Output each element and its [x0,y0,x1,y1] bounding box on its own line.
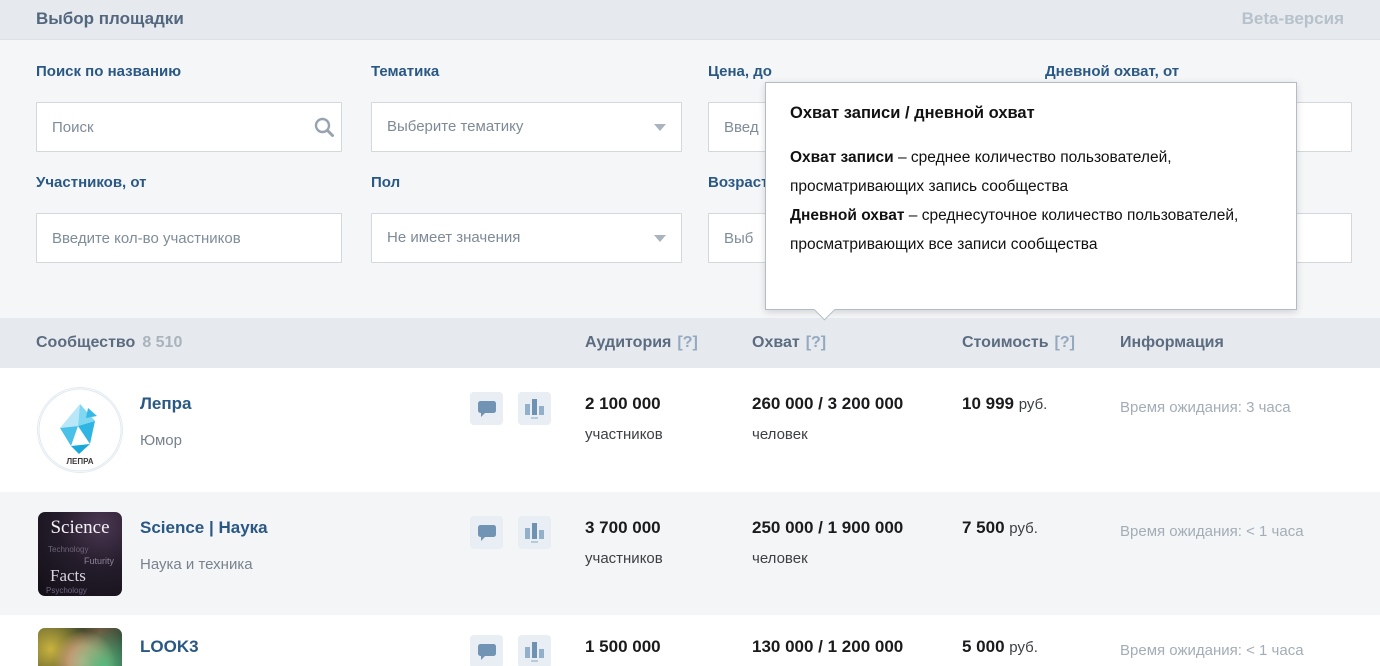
community-avatar[interactable]: Science Technology Futurity Facts Psycho… [38,512,122,596]
cost-header-label: Стоимость [962,334,1049,351]
cost-value: 7 500 руб. [962,518,1038,537]
audience-column-header: Аудитория [?] [585,318,698,368]
wait-time-info: Время ожидания: < 1 часа [1120,642,1304,659]
table-row: ЛЕПРА Лепра Юмор 2 100 000 участников 26… [0,368,1380,492]
comment-icon [477,400,496,417]
members-input[interactable] [36,213,342,263]
cost-help-icon[interactable]: [?] [1054,334,1075,351]
search-input[interactable] [36,102,342,152]
community-category: Наука и техника [140,556,253,573]
search-icon[interactable] [313,116,335,138]
search-label: Поиск по названию [36,63,182,80]
community-name-link[interactable]: Science | Наука [140,518,268,537]
audience-value: 3 700 000 [585,518,661,537]
lepra-logo-icon: ЛЕПРА [38,388,122,472]
reach-help-icon[interactable]: [?] [805,334,827,351]
reach-unit: человек [752,550,808,567]
comments-button[interactable] [470,635,503,666]
top-bar: Выбор площадки Beta-версия [0,0,1380,40]
science-logo-icon: Science Technology Futurity Facts Psycho… [38,512,122,596]
audience-header-label: Аудитория [585,334,672,351]
audience-value: 2 100 000 [585,394,661,413]
currency-label: руб. [1018,396,1048,413]
bar-chart-icon [525,641,544,662]
stats-button[interactable] [518,392,551,425]
tooltip-definition-daily-reach: Дневной охват – среднесуточное количеств… [790,207,1239,253]
theme-select-value: Выберите тематику [387,118,524,135]
gender-label: Пол [371,174,401,191]
cost-value: 5 000 руб. [962,637,1038,656]
reach-header-label: Охват [752,334,800,351]
community-avatar-photo [38,628,122,666]
tooltip-caret [812,309,836,321]
community-column-header: Сообщество 8 510 [36,318,182,368]
theme-select[interactable]: Выберите тематику [371,102,682,152]
wait-time-info: Время ожидания: 3 часа [1120,399,1291,416]
avatar-word: Psychology [46,586,87,595]
info-header-label: Информация [1120,334,1224,351]
cost-value: 10 999 руб. [962,394,1048,413]
beta-badge: Beta-версия [1241,9,1344,28]
avatar-word: Technology [48,545,89,554]
theme-label: Тематика [371,63,440,80]
table-header: Сообщество 8 510 Аудитория [?] Охват [?] Ст… [0,318,1380,368]
community-header-label: Сообщество [36,334,136,351]
currency-label: руб. [1009,520,1038,537]
audience-unit: участников [585,550,663,567]
members-label: Участников, от [36,174,147,191]
comments-button[interactable] [470,392,503,425]
community-category: Юмор [140,432,182,449]
community-count: 8 510 [142,334,183,351]
community-avatar[interactable]: ЛЕПРА [38,388,122,472]
chevron-down-icon [654,235,666,242]
bar-chart-icon [525,522,544,543]
reach-unit: человек [752,426,808,443]
tooltip-definition-post-reach: Охват записи – среднее количество пользо… [790,149,1172,195]
audience-value: 1 500 000 [585,637,661,656]
reach-value: 250 000 / 1 900 000 [752,518,904,537]
gender-select-value: Не имеет значения [387,229,521,246]
wait-time-info: Время ожидания: < 1 часа [1120,523,1304,540]
age-label: Возраст [708,174,769,191]
bar-chart-icon [525,398,544,419]
table-row: LOOK3 1 500 000 130 000 / 1 200 000 5 00… [0,615,1380,666]
avatar-word: Science [50,517,110,538]
comment-icon [477,643,496,660]
avatar-word: Futurity [83,556,114,566]
chevron-down-icon [654,124,666,131]
stats-button[interactable] [518,635,551,666]
community-name-link[interactable]: Лепра [140,394,192,413]
audience-unit: участников [585,426,663,443]
stats-button[interactable] [518,516,551,549]
community-name-link[interactable]: LOOK3 [140,637,199,656]
price-label: Цена, до [708,63,772,80]
reach-tooltip: Охват записи / дневной охват Охват запис… [765,82,1297,321]
gender-select[interactable]: Не имеет значения [371,213,682,263]
comments-button[interactable] [470,516,503,549]
reach-value: 130 000 / 1 200 000 [752,637,904,656]
community-avatar[interactable] [38,628,122,666]
tooltip-title: Охват записи / дневной охват [790,104,1035,122]
comment-icon [477,524,496,541]
info-column-header: Информация [1120,318,1224,368]
reach-column-header: Охват [?] [752,318,826,368]
table-row: Science Technology Futurity Facts Psycho… [0,492,1380,615]
daily-reach-label: Дневной охват, от [1045,63,1180,80]
currency-label: руб. [1009,639,1038,656]
page-title: Выбор площадки [36,9,184,28]
reach-value: 260 000 / 3 200 000 [752,394,904,413]
avatar-word: Facts [50,566,86,585]
audience-help-icon[interactable]: [?] [677,334,698,351]
cost-column-header: Стоимость [?] [962,318,1075,368]
svg-text:ЛЕПРА: ЛЕПРА [66,457,93,466]
